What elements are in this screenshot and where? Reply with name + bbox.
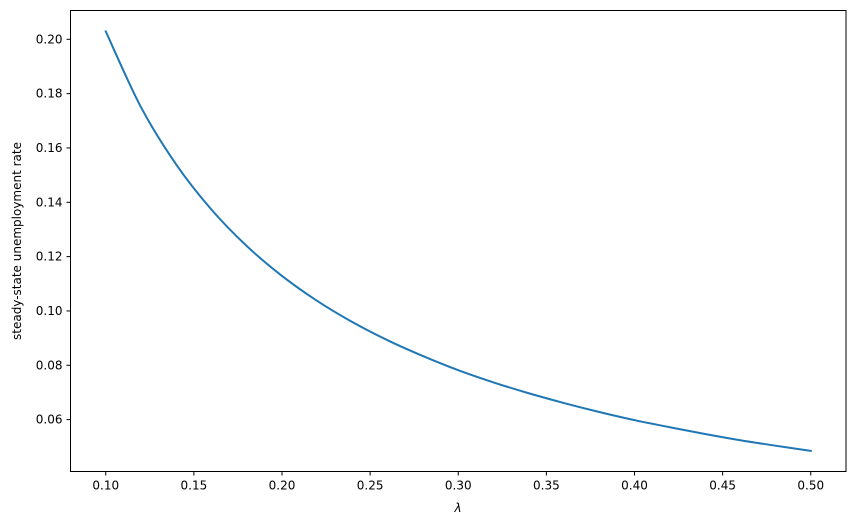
- x-tick-label: 0.25: [357, 479, 384, 493]
- series-line: [104, 30, 812, 452]
- x-tick-label: 0.45: [709, 479, 736, 493]
- y-tick-label: 0.14: [36, 195, 63, 209]
- x-tick-label: 0.20: [269, 479, 296, 493]
- y-tick-label: 0.12: [36, 250, 63, 264]
- y-tick-label: 0.08: [36, 358, 63, 372]
- x-tick-label: 0.50: [797, 479, 824, 493]
- x-tick-label: 0.15: [181, 479, 208, 493]
- x-tick-label: 0.30: [445, 479, 472, 493]
- y-axis-label: steady-state unemployment rate: [10, 142, 24, 340]
- axes-frame: [70, 10, 847, 472]
- y-tick-label: 0.18: [36, 87, 63, 101]
- x-tick-label: 0.40: [621, 479, 648, 493]
- x-axis-label: λ: [453, 501, 461, 515]
- x-tick-label: 0.10: [92, 479, 119, 493]
- y-tick-label: 0.10: [36, 304, 63, 318]
- x-tick-label: 0.35: [533, 479, 560, 493]
- y-tick-label: 0.20: [36, 32, 63, 46]
- y-tick-label: 0.16: [36, 141, 63, 155]
- y-tick-label: 0.06: [36, 413, 63, 427]
